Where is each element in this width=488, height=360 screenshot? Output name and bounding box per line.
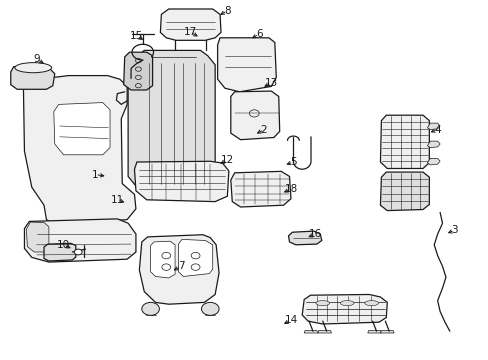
Ellipse shape <box>340 301 353 306</box>
Text: 1: 1 <box>92 170 99 180</box>
Polygon shape <box>178 239 212 276</box>
Ellipse shape <box>15 63 52 73</box>
Polygon shape <box>427 158 439 165</box>
Text: 13: 13 <box>264 78 278 88</box>
Circle shape <box>201 302 219 315</box>
Text: 4: 4 <box>433 125 440 135</box>
Polygon shape <box>123 52 152 90</box>
Text: 15: 15 <box>130 31 143 41</box>
Polygon shape <box>134 161 228 202</box>
Polygon shape <box>24 219 136 262</box>
Text: 5: 5 <box>289 157 296 167</box>
Text: 11: 11 <box>110 195 124 205</box>
Polygon shape <box>230 91 279 140</box>
Text: 18: 18 <box>284 184 297 194</box>
Text: 7: 7 <box>177 261 184 271</box>
Polygon shape <box>150 241 175 278</box>
Polygon shape <box>11 67 55 89</box>
Text: 8: 8 <box>224 6 230 16</box>
Text: 14: 14 <box>284 315 297 325</box>
Text: 3: 3 <box>450 225 457 235</box>
Circle shape <box>142 302 159 315</box>
Polygon shape <box>380 115 428 168</box>
Polygon shape <box>427 123 439 130</box>
Polygon shape <box>44 243 76 261</box>
Polygon shape <box>304 330 317 333</box>
Text: 12: 12 <box>220 155 234 165</box>
Text: 16: 16 <box>308 229 322 239</box>
Ellipse shape <box>364 301 378 306</box>
Polygon shape <box>26 222 49 252</box>
Polygon shape <box>139 235 219 304</box>
Polygon shape <box>367 330 381 333</box>
Polygon shape <box>217 38 276 92</box>
Polygon shape <box>160 9 221 40</box>
Polygon shape <box>128 50 215 194</box>
Text: 6: 6 <box>255 29 262 39</box>
Polygon shape <box>427 141 439 148</box>
Polygon shape <box>54 103 110 155</box>
Circle shape <box>74 249 82 255</box>
Text: 2: 2 <box>260 125 267 135</box>
Polygon shape <box>302 294 386 324</box>
Polygon shape <box>230 171 290 207</box>
Text: 9: 9 <box>33 54 40 64</box>
Polygon shape <box>23 76 136 225</box>
Polygon shape <box>317 330 331 333</box>
Text: 17: 17 <box>183 27 197 37</box>
Text: 10: 10 <box>57 240 70 250</box>
Polygon shape <box>288 231 321 245</box>
Polygon shape <box>380 330 393 333</box>
Polygon shape <box>380 172 428 211</box>
Ellipse shape <box>315 301 329 306</box>
